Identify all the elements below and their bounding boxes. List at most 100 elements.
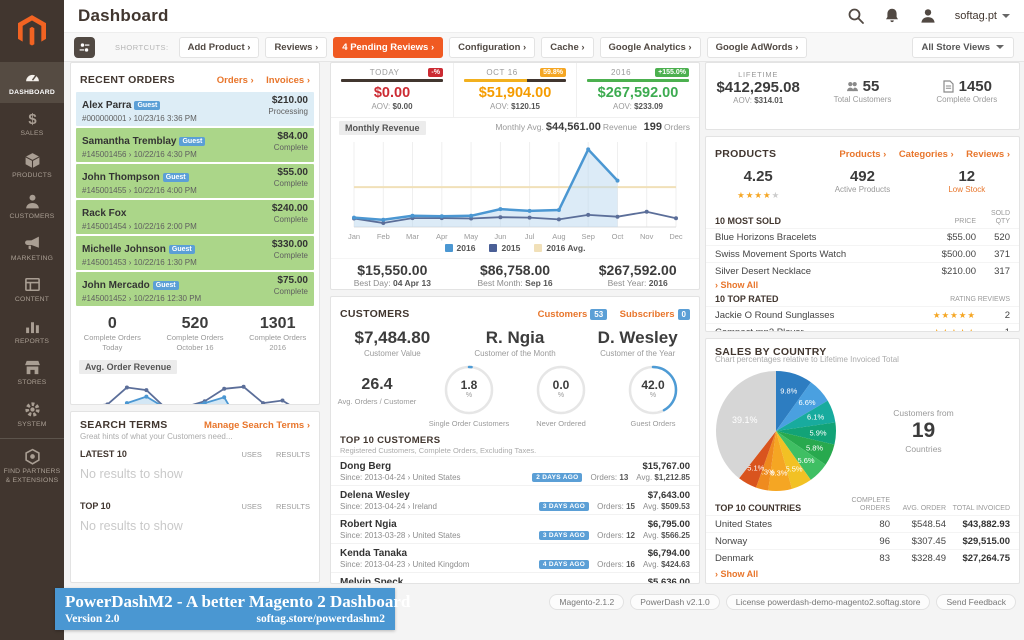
sidebar-item-customers[interactable]: CUSTOMERS: [0, 186, 64, 227]
stat-complete-2016: 1301 Complete Orders 2016: [249, 315, 307, 352]
svg-text:5.5%: 5.5%: [785, 464, 802, 473]
monthly-legend: 2016 2015 2016 Avg.: [331, 242, 699, 258]
sidebar-item-sales[interactable]: $ SALES: [20, 112, 44, 138]
top-customer-row[interactable]: Dong Berg Since: 2013-04-24 › United Stat…: [331, 456, 699, 485]
magento-logo[interactable]: [0, 0, 64, 62]
top-customers-subtitle: Registered Customers, Complete Orders, E…: [340, 446, 537, 455]
orders-link[interactable]: Orders ›: [216, 75, 254, 86]
right-column: LIFETIME $412,295.08 AOV: $314.01 55 Tot…: [705, 62, 1020, 590]
sidebar-item-system[interactable]: SYSTEM: [0, 394, 64, 435]
guest-badge: Guest: [168, 245, 195, 254]
order-row[interactable]: Alex Parra Guest #000000001 › 10/23/16 3:…: [76, 92, 314, 126]
search-terms-subtitle: Great hints of what your Customers need.…: [80, 432, 233, 441]
customers-link[interactable]: Customers: [537, 309, 588, 320]
orders-document-icon: [943, 80, 954, 93]
country-row[interactable]: Denmark 83 $328.49 $27,264.75: [706, 549, 1019, 566]
sales-by-country-pie: 9.8%6.6% 6.1% 5.9% 5.8% 5.6%5.5%6.3%3.3%5.1%…: [715, 371, 837, 491]
order-stats-row: 0 Complete Orders Today 520 Complete Orders…: [71, 308, 319, 357]
svg-text:$: $: [28, 112, 37, 127]
marketing-megaphone-icon: [24, 236, 39, 250]
top-customer-row[interactable]: Delena Wesley Since: 2013-04-24 › Ireland…: [331, 485, 699, 514]
chevron-down-icon: [1002, 14, 1010, 18]
show-all-most-sold-link[interactable]: › Show All: [715, 280, 759, 291]
order-row[interactable]: Michelle Johnson Guest #145001453 › 10/22…: [76, 236, 314, 270]
shortcut-google-analytics[interactable]: Google Analytics ›: [599, 36, 701, 58]
manage-search-terms-link[interactable]: Manage Search Terms ›: [204, 420, 310, 431]
sales-by-country-subtitle: Chart percentages relative to Lifetime I…: [715, 355, 899, 364]
order-row[interactable]: Samantha Tremblay Guest #145001456 › 10/2…: [76, 128, 314, 162]
notifications-bell-icon[interactable]: [883, 7, 901, 25]
legend-avg-swatch: [534, 244, 543, 252]
sidebar-item-stores[interactable]: STORES: [0, 352, 64, 393]
days-ago-badge: 3 DAYS AGO: [538, 502, 590, 511]
country-row[interactable]: Norway 96 $307.45 $29,515.00: [706, 532, 1019, 549]
magento-logo-icon: [18, 15, 46, 46]
order-row[interactable]: John Thompson Guest #145001455 › 10/22/16…: [76, 164, 314, 198]
order-row[interactable]: John Mercado Guest #145001452 › 10/22/16 …: [76, 272, 314, 306]
most-sold-row[interactable]: Blue Horizons Bracelets $55.00 520: [706, 228, 1019, 245]
rating-stars: ★★★★★: [932, 326, 976, 332]
svg-text:6.3%: 6.3%: [770, 468, 787, 477]
show-all-countries-link[interactable]: › Show All: [715, 569, 759, 580]
invoices-link[interactable]: Invoices ›: [266, 75, 310, 86]
license-pill[interactable]: License powerdash-demo-magento2.softag.s…: [725, 594, 931, 610]
most-sold-row[interactable]: Swiss Movement Sports Watch $500.00 371: [706, 245, 1019, 262]
shortcut-pending-reviews[interactable]: 4 Pending Reviews ›: [333, 36, 444, 58]
stat-complete-today: 0 Complete Orders Today: [83, 315, 141, 352]
sidebar-item-find-partners[interactable]: FIND PARTNERS & EXTENSIONS: [0, 438, 64, 491]
store-views-dropdown[interactable]: All Store Views: [911, 36, 1014, 58]
shortcut-reviews[interactable]: Reviews ›: [265, 36, 328, 58]
sidebar-item-products[interactable]: PRODUCTS: [0, 145, 64, 186]
top-rated-title: 10 TOP RATED: [715, 294, 779, 305]
products-link[interactable]: Products ›: [839, 149, 887, 160]
top-empty-state: No results to show: [80, 519, 183, 533]
subscribers-link[interactable]: Subscribers: [619, 309, 675, 320]
powerdash-version-pill[interactable]: PowerDash v2.1.0: [630, 594, 720, 610]
top-rated-row[interactable]: Jackie O Round Sunglasses ★★★★★ 2: [706, 306, 1019, 323]
top-customer-row[interactable]: Melvin SpeckSince: 2013-04-24 › Spain $5…: [331, 572, 699, 583]
today-underline: [341, 79, 443, 82]
magento-version-pill[interactable]: Magento-2.1.2: [549, 594, 625, 610]
top-customer-row[interactable]: Kenda Tanaka Since: 2013-04-23 › United K…: [331, 543, 699, 572]
rating-stars: ★★★★★: [932, 309, 976, 320]
sidebar-item-dashboard[interactable]: DASHBOARD: [0, 62, 64, 104]
account-user-icon[interactable]: [919, 7, 937, 25]
never-ordered-gauge: 0.0% Never Ordered: [515, 364, 607, 428]
most-sold-row[interactable]: Silver Desert Necklace $210.00 317: [706, 262, 1019, 279]
powerdash-banner[interactable]: PowerDashM2 - A better Magento 2 Dashboa…: [55, 588, 410, 630]
low-stock-stat: 12 Low Stock: [948, 168, 986, 194]
svg-text:Jun: Jun: [494, 232, 506, 241]
sidebar-item-reports[interactable]: REPORTS: [0, 311, 64, 352]
revenue-card-oct16[interactable]: OCT 16 59.8% $51,904.00 AOV: $120.15: [454, 63, 577, 117]
customers-panel: CUSTOMERS Customers 53 Subscribers 0 $7,48…: [330, 296, 700, 584]
monthly-revenue-chip: Monthly Revenue: [339, 121, 426, 135]
sidebar-item-content[interactable]: CONTENT: [0, 269, 64, 310]
avg-orders-per-customer: 26.4 Avg. Orders / Customer: [337, 376, 417, 406]
reviews-link[interactable]: Reviews ›: [966, 149, 1010, 160]
country-row[interactable]: United States 80 $548.54 $43,882.93: [706, 515, 1019, 532]
top-customer-row[interactable]: Robert Ngia Since: 2013-03-28 › United St…: [331, 514, 699, 543]
powerdash-shortcuts-icon[interactable]: [74, 36, 95, 58]
search-icon[interactable]: [847, 7, 865, 25]
categories-link[interactable]: Categories ›: [898, 149, 954, 160]
top-rated-row[interactable]: Compact mp3 Player★★★★★1: [706, 323, 1019, 332]
order-row[interactable]: Rack Fox #145001454 › 10/22/16 2:00 PM $…: [76, 200, 314, 234]
stat-complete-oct16: 520 Complete Orders October 16: [166, 315, 224, 352]
year-badge: +155.0%: [655, 68, 689, 77]
shortcut-add-product[interactable]: Add Product ›: [178, 36, 260, 58]
banner-url[interactable]: softag.store/powerdashm2: [256, 613, 385, 625]
svg-text:6.1%: 6.1%: [807, 413, 824, 422]
shortcuts-bar: SHORTCUTS: Add Product › Reviews › 4 Pen…: [64, 33, 1024, 62]
days-ago-badge: 2 DAYS AGO: [532, 473, 583, 482]
sidebar-item-marketing[interactable]: MARKETING: [0, 228, 64, 269]
shortcut-configuration[interactable]: Configuration ›: [449, 36, 536, 58]
revenue-panel: TODAY -% $0.00 AOV: $0.00 OCT 16 59.8% $51…: [330, 62, 700, 290]
revenue-card-today[interactable]: TODAY -% $0.00 AOV: $0.00: [331, 63, 454, 117]
send-feedback-pill[interactable]: Send Feedback: [936, 594, 1016, 610]
shortcut-google-adwords[interactable]: Google AdWords ›: [706, 36, 808, 58]
revenue-card-2016[interactable]: 2016 +155.0% $267,592.00 AOV: $233.09: [577, 63, 699, 117]
store-switcher[interactable]: softag.pt: [955, 10, 1010, 22]
order-status: Complete: [273, 179, 308, 188]
svg-text:Apr: Apr: [436, 232, 448, 241]
shortcut-cache[interactable]: Cache ›: [541, 36, 594, 58]
